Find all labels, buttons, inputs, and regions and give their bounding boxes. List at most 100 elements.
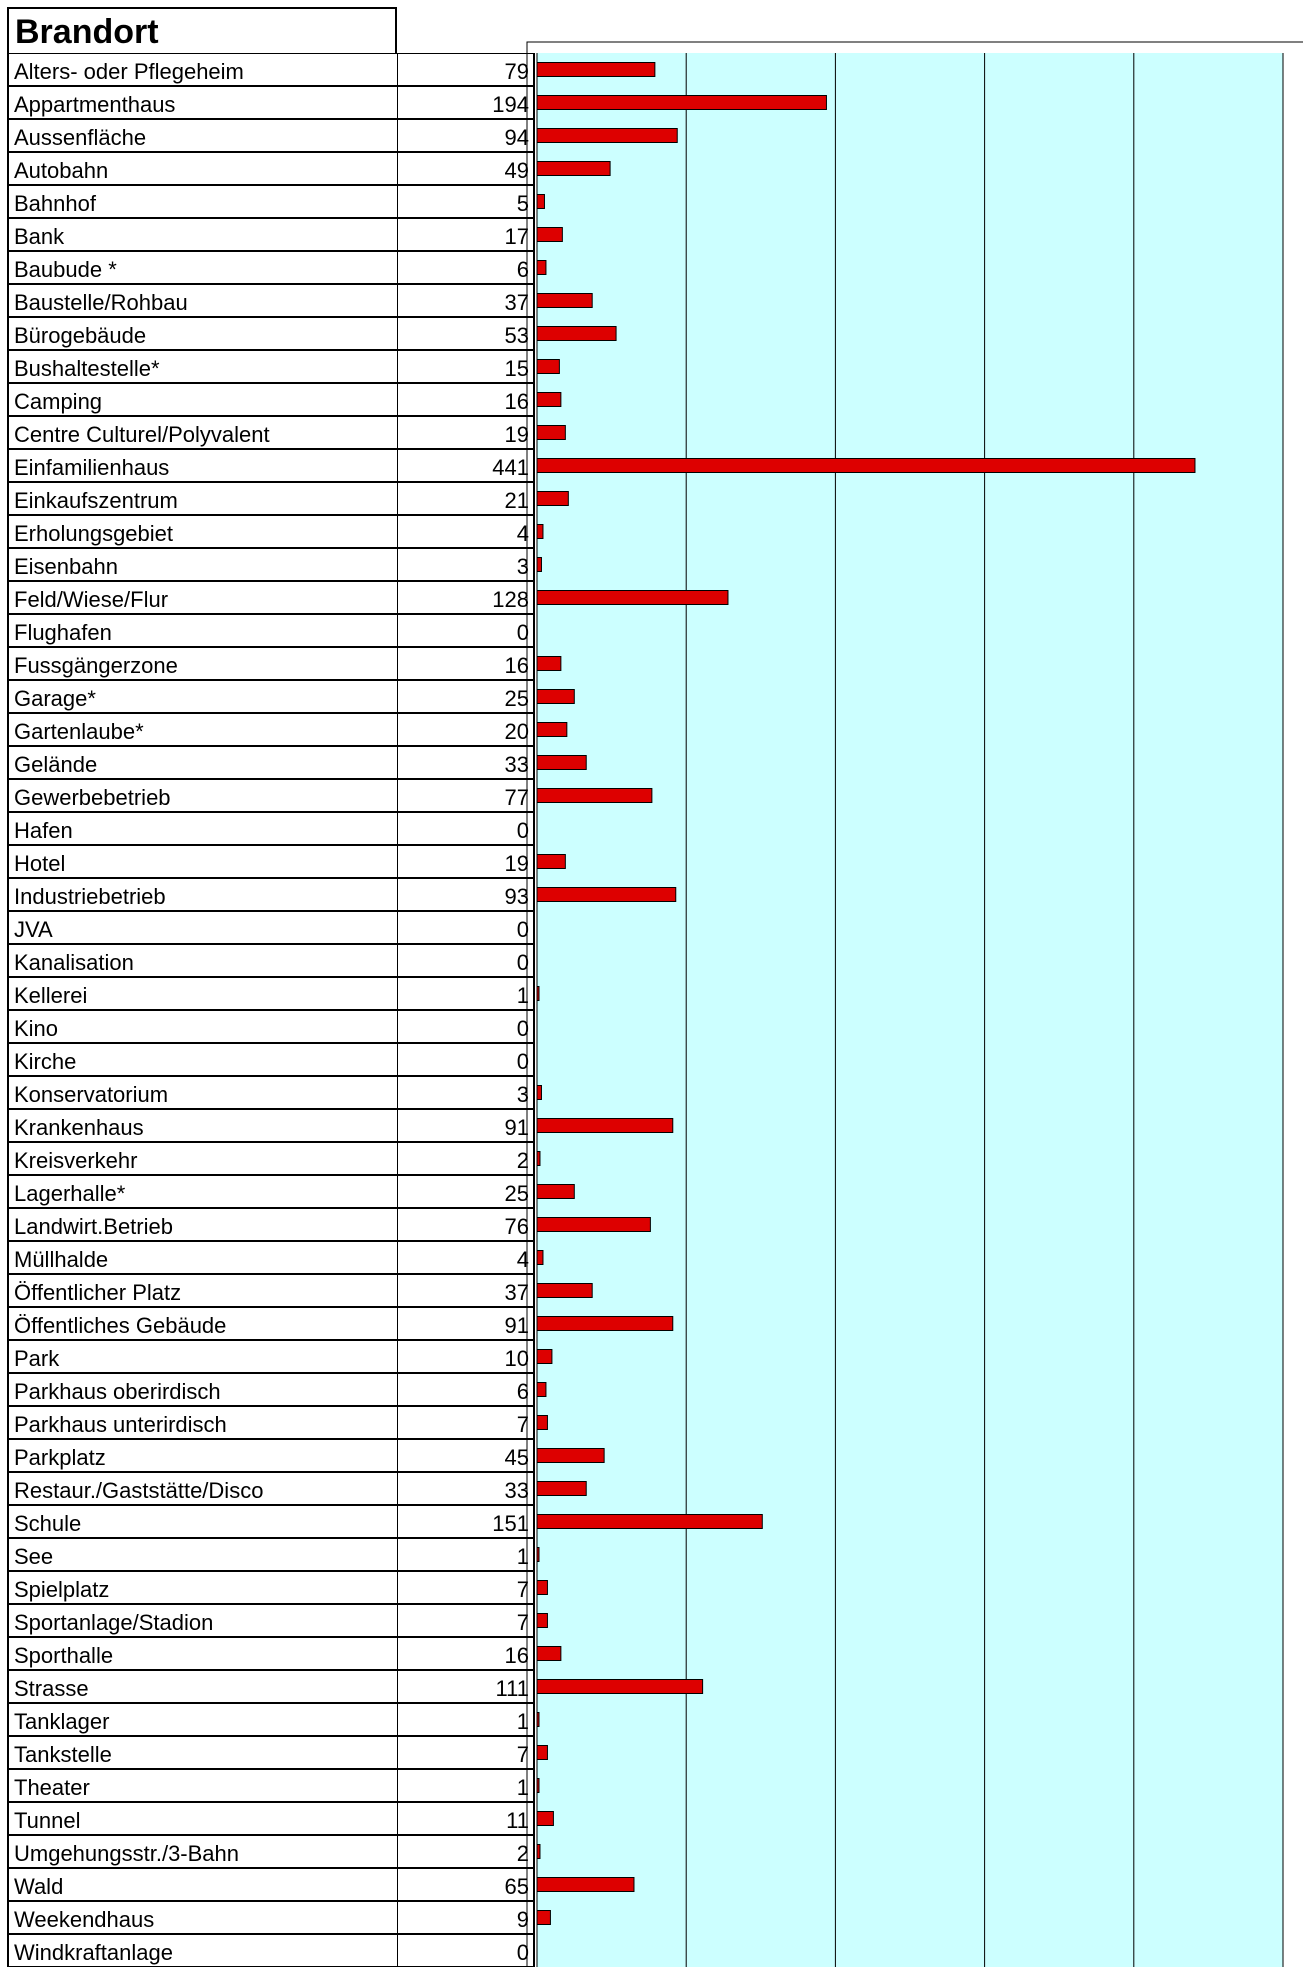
plot-area: [537, 53, 1283, 1967]
value-label: 7: [397, 1736, 535, 1769]
table-row: Krankenhaus 91: [7, 1109, 535, 1142]
category-label: Einkaufszentrum: [7, 482, 398, 515]
bar: [536, 128, 678, 143]
bar: [536, 1085, 542, 1100]
bar: [536, 1811, 554, 1826]
category-label: Weekendhaus: [7, 1901, 398, 1934]
category-label: Fussgängerzone: [7, 647, 398, 680]
category-label: Gartenlaube*: [7, 713, 398, 746]
table-row: Industriebetrieb 93: [7, 878, 535, 911]
table-row: Bahnhof 5: [7, 185, 535, 218]
value-label: 1: [397, 977, 535, 1010]
table-row: Gelände 33: [7, 746, 535, 779]
category-label: Parkhaus oberirdisch: [7, 1373, 398, 1406]
category-label: Bürogebäude: [7, 317, 398, 350]
value-label: 19: [397, 845, 535, 878]
value-label: 37: [397, 284, 535, 317]
table-row: Erholungsgebiet 4: [7, 515, 535, 548]
category-label: JVA: [7, 911, 398, 944]
table-row: Sportanlage/Stadion 7: [7, 1604, 535, 1637]
value-label: 19: [397, 416, 535, 449]
table-row: Parkplatz 45: [7, 1439, 535, 1472]
category-label: Centre Culturel/Polyvalent: [7, 416, 398, 449]
category-label: Sporthalle: [7, 1637, 398, 1670]
value-label: 1: [397, 1538, 535, 1571]
value-label: 0: [397, 1934, 535, 1967]
category-label: Öffentliches Gebäude: [7, 1307, 398, 1340]
category-label: Strasse: [7, 1670, 398, 1703]
table-row: Windkraftanlage 0: [7, 1934, 535, 1967]
category-label: Konservatorium: [7, 1076, 398, 1109]
table-row: JVA 0: [7, 911, 535, 944]
value-label: 49: [397, 152, 535, 185]
category-label: Hotel: [7, 845, 398, 878]
bar: [536, 854, 566, 869]
table-row: Schule 151: [7, 1505, 535, 1538]
table-row: Tanklager 1: [7, 1703, 535, 1736]
table-row: Tankstelle 7: [7, 1736, 535, 1769]
category-label: Garage*: [7, 680, 398, 713]
table-row: Bürogebäude 53: [7, 317, 535, 350]
table-row: Strasse 111: [7, 1670, 535, 1703]
bar: [536, 1580, 548, 1595]
value-label: 5: [397, 185, 535, 218]
bar: [536, 293, 593, 308]
value-label: 441: [397, 449, 535, 482]
table-row: Kellerei 1: [7, 977, 535, 1010]
table-row: Einfamilienhaus 441: [7, 449, 535, 482]
category-label: Tunnel: [7, 1802, 398, 1835]
bar: [536, 1382, 547, 1397]
category-label: Parkplatz: [7, 1439, 398, 1472]
table-row: Eisenbahn 3: [7, 548, 535, 581]
table-row: Tunnel 11: [7, 1802, 535, 1835]
value-label: 4: [397, 515, 535, 548]
value-label: 3: [397, 548, 535, 581]
value-label: 15: [397, 350, 535, 383]
bar: [536, 1547, 540, 1562]
table-row: Müllhalde 4: [7, 1241, 535, 1274]
bar: [536, 788, 653, 803]
value-label: 16: [397, 647, 535, 680]
table-row: Baustelle/Rohbau 37: [7, 284, 535, 317]
table-row: Öffentlicher Platz 37: [7, 1274, 535, 1307]
value-label: 6: [397, 251, 535, 284]
category-label: Kino: [7, 1010, 398, 1043]
value-label: 93: [397, 878, 535, 911]
category-label: Öffentlicher Platz: [7, 1274, 398, 1307]
table-row: Gartenlaube* 20: [7, 713, 535, 746]
table-row: See 1: [7, 1538, 535, 1571]
table-row: Spielplatz 7: [7, 1571, 535, 1604]
value-label: 33: [397, 746, 535, 779]
table-row: Centre Culturel/Polyvalent 19: [7, 416, 535, 449]
value-label: 0: [397, 614, 535, 647]
bar: [536, 392, 562, 407]
bar: [536, 722, 568, 737]
table-row: Gewerbebetrieb 77: [7, 779, 535, 812]
table-row: Sporthalle 16: [7, 1637, 535, 1670]
value-label: 91: [397, 1109, 535, 1142]
table-row: Alters- oder Pflegeheim 79: [7, 53, 535, 86]
value-label: 91: [397, 1307, 535, 1340]
value-label: 45: [397, 1439, 535, 1472]
category-label: Kreisverkehr: [7, 1142, 398, 1175]
category-label: Eisenbahn: [7, 548, 398, 581]
value-label: 7: [397, 1571, 535, 1604]
table-row: Feld/Wiese/Flur 128: [7, 581, 535, 614]
table-row: Wald 65: [7, 1868, 535, 1901]
category-label: Kanalisation: [7, 944, 398, 977]
category-label: Tankstelle: [7, 1736, 398, 1769]
value-label: 20: [397, 713, 535, 746]
table-row: Kanalisation 0: [7, 944, 535, 977]
bar: [536, 689, 575, 704]
table-row: Garage* 25: [7, 680, 535, 713]
table-row: Camping 16: [7, 383, 535, 416]
category-label: Sportanlage/Stadion: [7, 1604, 398, 1637]
category-label: Müllhalde: [7, 1241, 398, 1274]
category-label: Camping: [7, 383, 398, 416]
value-label: 7: [397, 1604, 535, 1637]
value-label: 25: [397, 1175, 535, 1208]
category-label: Erholungsgebiet: [7, 515, 398, 548]
value-label: 0: [397, 812, 535, 845]
value-label: 1: [397, 1703, 535, 1736]
table-row: Kreisverkehr 2: [7, 1142, 535, 1175]
